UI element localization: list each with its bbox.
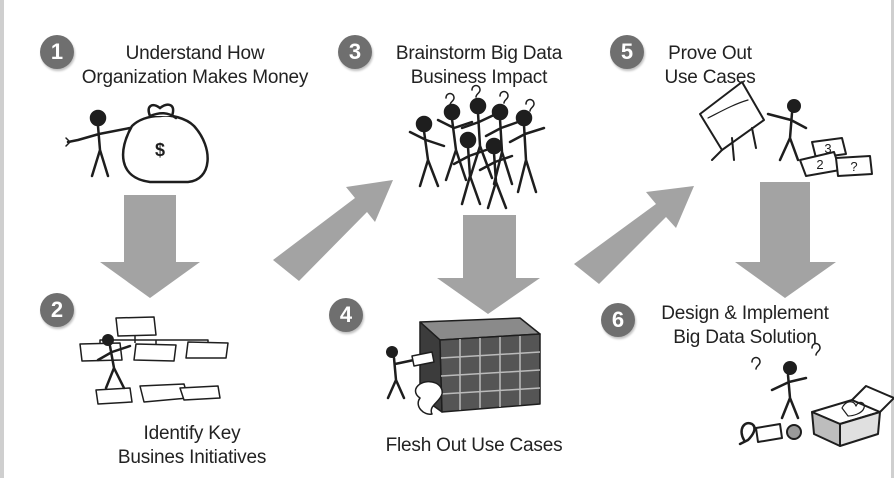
card-symbol-2: 2 [816, 157, 823, 172]
step-3-badge: 3 [338, 35, 372, 69]
step-1-label: Understand How Organization Makes Money [60, 42, 330, 90]
arrow-3-to-4 [437, 215, 540, 314]
step-6-label-line-1: Design & Implement [661, 303, 829, 324]
arrow-1-to-2 [100, 195, 200, 298]
step-4-badge: 4 [329, 298, 363, 332]
step-5-label-line-2: Use Cases [664, 67, 756, 88]
step-6-label: Design & Implement Big Data Solution [640, 302, 850, 350]
easel-presentation-illustration [699, 81, 873, 177]
step-5-badge: 5 [610, 35, 644, 69]
step-2-label-line-1: Identify Key [143, 423, 241, 444]
step-1-label-line-1: Understand How [125, 43, 265, 64]
arrow-4-to-5 [574, 186, 694, 284]
org-chart-illustration [79, 316, 229, 405]
step-4-label: Flesh Out Use Cases [364, 434, 584, 458]
card-symbol-1: 3 [824, 141, 831, 156]
arrow-5-to-6 [735, 182, 836, 298]
sorting-cabinet-illustration [386, 317, 541, 415]
step-2-label-line-2: Busines Initiatives [117, 447, 267, 468]
card-symbol-3: ? [850, 159, 857, 174]
step-4-label-line-1: Flesh Out Use Cases [385, 435, 563, 456]
arrow-2-to-3 [273, 180, 393, 281]
step-6-badge: 6 [601, 303, 635, 337]
flow-arrows [100, 180, 836, 314]
step-3-label-line-2: Business Impact [410, 67, 548, 88]
step-6-label-line-2: Big Data Solution [673, 327, 817, 348]
step-3-label: Brainstorm Big Data Business Impact [374, 42, 584, 90]
step-5-label: Prove Out Use Cases [650, 42, 770, 90]
step-2-label: Identify Key Busines Initiatives [92, 422, 292, 470]
step-1-label-line-2: Organization Makes Money [81, 67, 309, 88]
frame-right-edge [891, 0, 894, 478]
implementation-box-illustration [738, 342, 894, 447]
money-bag-illustration [65, 103, 209, 184]
money-bag-symbol: $ [155, 140, 165, 160]
step-5-label-line-1: Prove Out [668, 43, 752, 64]
card-symbols: 3 2 ? [816, 141, 857, 174]
brainstorm-crowd-illustration [408, 84, 546, 210]
frame-left-edge [0, 0, 4, 478]
step-1-badge: 1 [40, 35, 74, 69]
step-3-label-line-1: Brainstorm Big Data [395, 43, 563, 64]
step-2-badge: 2 [40, 293, 74, 327]
